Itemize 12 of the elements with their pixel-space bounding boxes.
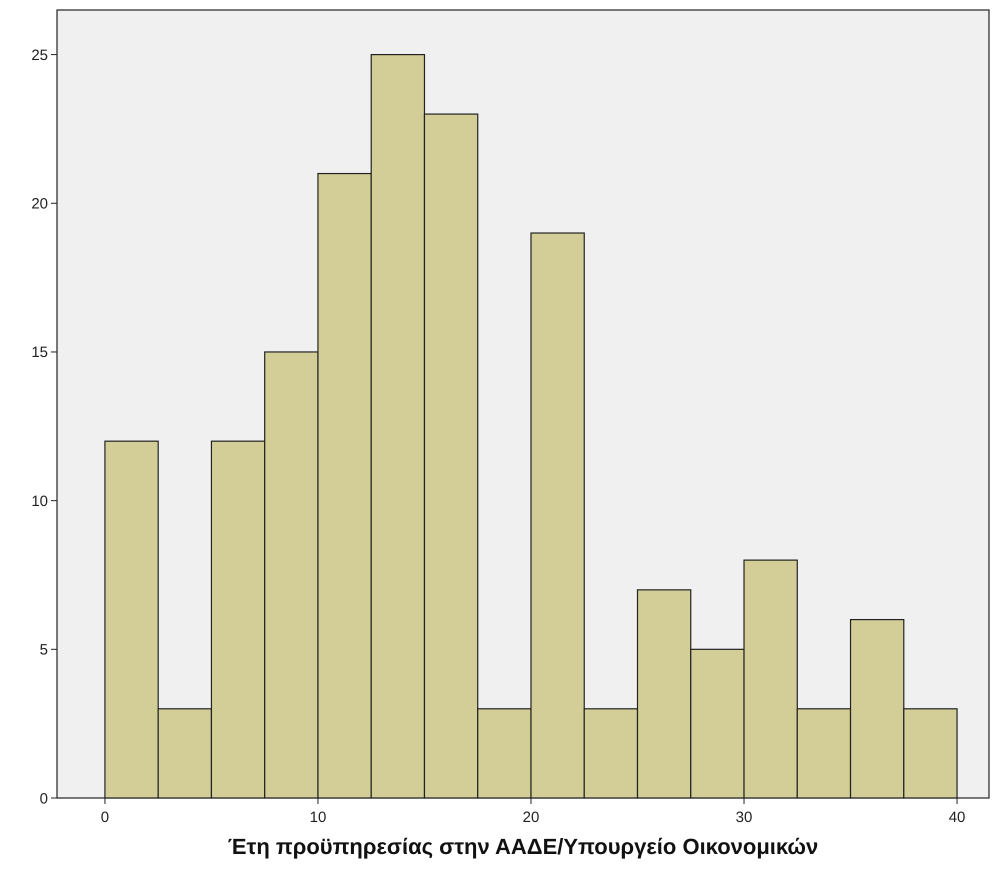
- x-axis-title: Έτη προϋπηρεσίας στην ΑΑΔΕ/Υπουργείο Οικονομικών: [228, 834, 818, 859]
- y-tick-label: 5: [40, 642, 48, 659]
- y-tick-label: 15: [31, 344, 48, 362]
- x-tick-label: 30: [736, 809, 752, 826]
- y-tick-label: 20: [31, 196, 48, 213]
- x-tick-label: 10: [310, 809, 326, 826]
- y-tick-label: 10: [31, 492, 48, 510]
- y-tick-label: 25: [31, 46, 48, 64]
- x-tick-label: 0: [100, 809, 110, 826]
- x-tick-label: 40: [948, 809, 966, 826]
- y-tick-label: 0: [40, 790, 48, 808]
- x-tick-label: 20: [522, 809, 540, 826]
